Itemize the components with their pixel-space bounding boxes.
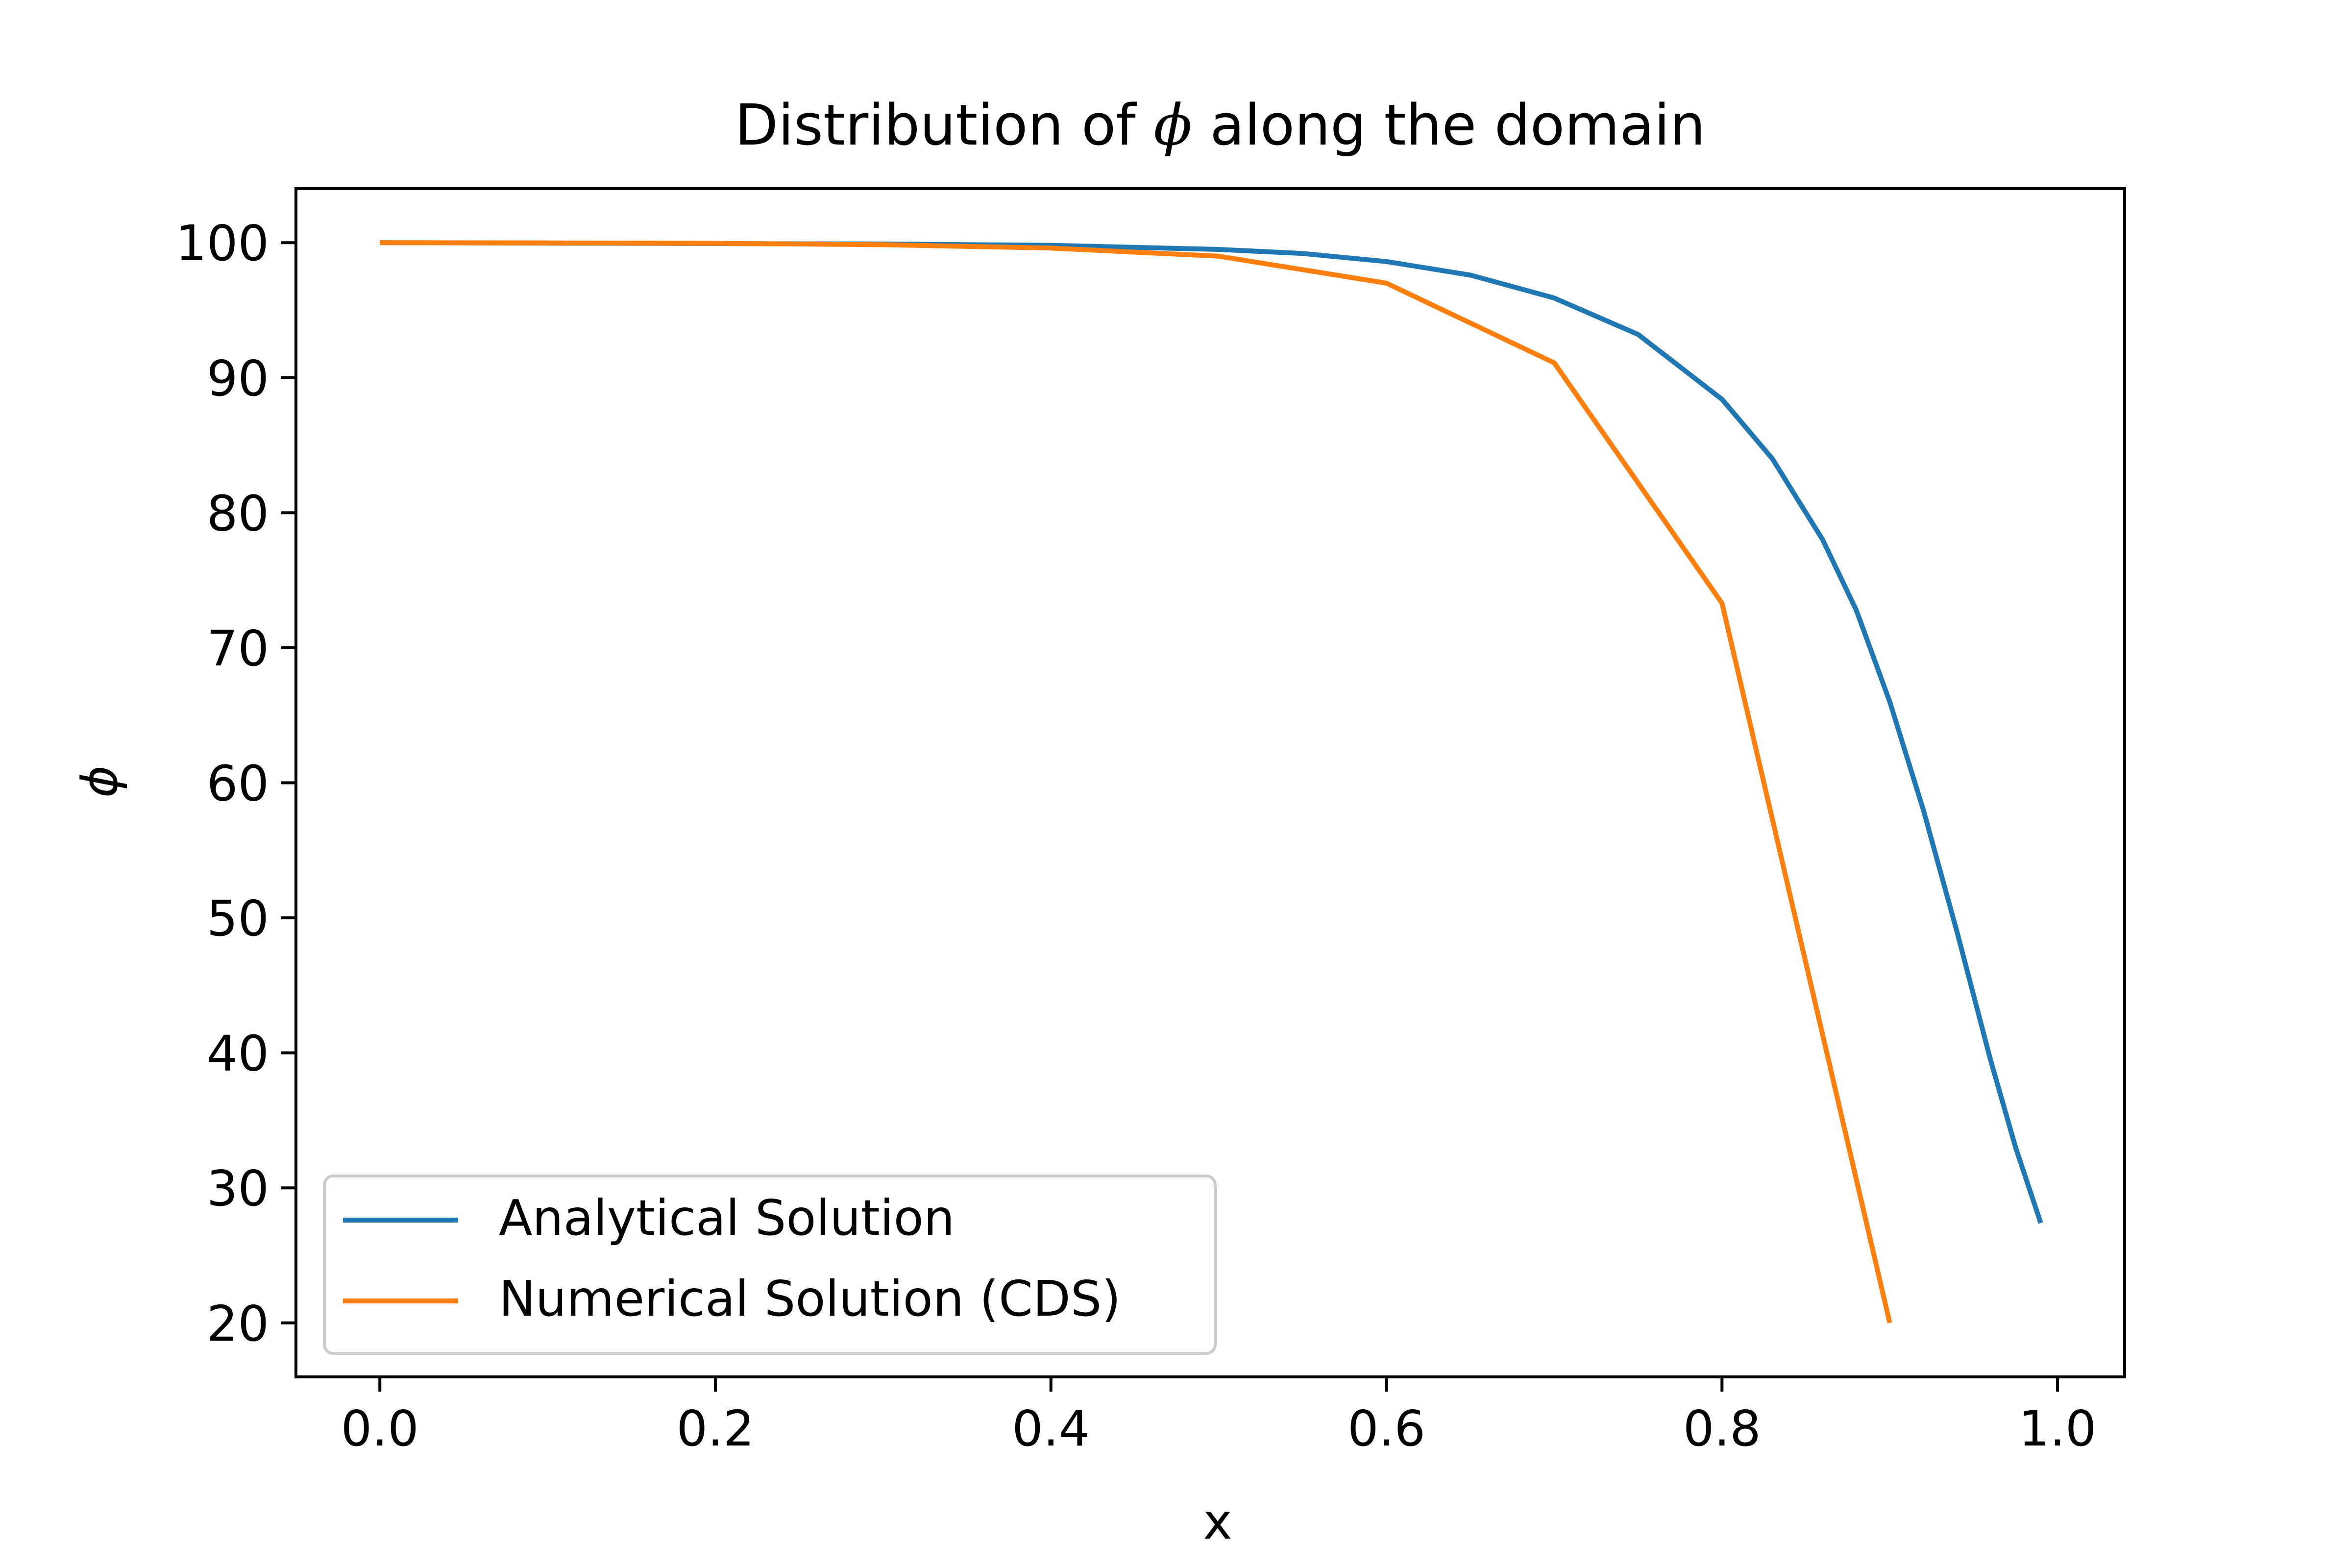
axes-layer: 0.0 0.2 0.4 0.6 0.8 1.0 20 30 40 50 60 70 80 90 100 — [175, 187, 2126, 1457]
y-tick-label: 60 — [207, 755, 269, 812]
legend-label-analytical: Analytical Solution — [499, 1189, 955, 1247]
x-tick-label: 0.2 — [676, 1400, 754, 1457]
series-line-numerical — [380, 240, 1892, 1323]
x-tick-label: 0.0 — [341, 1400, 419, 1457]
y-tick-label: 80 — [207, 485, 269, 542]
y-tick-label: 40 — [207, 1025, 269, 1082]
x-tick-label: 0.8 — [1683, 1400, 1761, 1457]
y-tick-label: 70 — [207, 620, 269, 677]
y-tick-label: 100 — [175, 215, 269, 272]
x-tick-label: 0.4 — [1012, 1400, 1090, 1457]
chart-title: Distribution of ϕ along the domain — [735, 93, 1705, 158]
x-axis-label: x — [1203, 1493, 1232, 1550]
y-tick-label: 20 — [207, 1295, 269, 1352]
chart-title-phi-symbol: ϕ — [1153, 93, 1192, 158]
chart-title-start: Distribution of — [735, 93, 1153, 158]
y-axis-label: ϕ — [71, 765, 128, 798]
legend-label-numerical: Numerical Solution (CDS) — [499, 1270, 1121, 1327]
y-tick-label: 90 — [207, 350, 269, 407]
x-tick-label: 0.6 — [1348, 1400, 1425, 1457]
chart-title-end: along the domain — [1192, 93, 1706, 158]
y-tick-label: 30 — [207, 1160, 269, 1217]
x-tick-label: 1.0 — [2019, 1400, 2097, 1457]
plot-layer — [380, 240, 2043, 1323]
y-tick-label: 50 — [207, 890, 269, 947]
legend-box — [323, 1175, 1217, 1355]
series-line-analytical — [380, 240, 2043, 1224]
legend: Analytical Solution Numerical Solution (… — [323, 1175, 1217, 1355]
